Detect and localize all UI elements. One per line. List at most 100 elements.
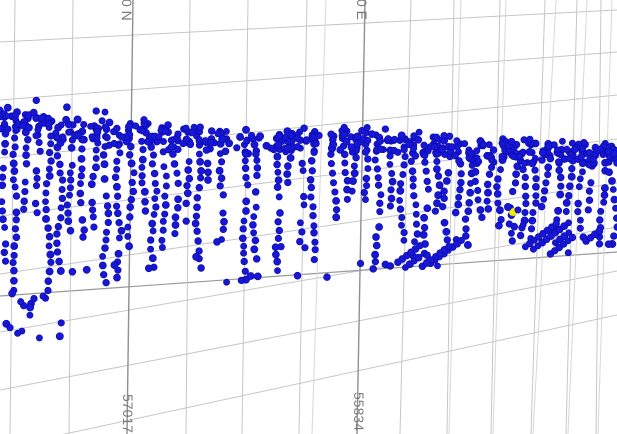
point[interactable] — [562, 198, 571, 207]
point[interactable] — [509, 187, 517, 196]
point[interactable] — [68, 161, 76, 169]
point[interactable] — [411, 152, 420, 160]
point[interactable] — [213, 238, 221, 246]
point[interactable] — [57, 319, 65, 327]
point[interactable] — [127, 159, 136, 168]
point[interactable] — [238, 234, 247, 243]
point[interactable] — [148, 160, 156, 168]
point[interactable] — [45, 172, 54, 180]
point[interactable] — [311, 246, 319, 254]
point[interactable] — [33, 174, 41, 182]
point[interactable] — [32, 182, 41, 190]
point[interactable] — [141, 197, 149, 206]
point[interactable] — [453, 137, 461, 145]
point[interactable] — [497, 166, 504, 174]
point[interactable] — [613, 214, 617, 222]
point[interactable] — [193, 203, 201, 212]
point[interactable] — [414, 253, 423, 262]
point[interactable] — [608, 177, 616, 185]
point[interactable] — [433, 165, 441, 173]
point[interactable] — [463, 241, 472, 249]
point[interactable] — [455, 157, 463, 165]
point[interactable] — [274, 234, 283, 243]
point[interactable] — [253, 171, 261, 180]
point[interactable] — [274, 267, 281, 274]
point[interactable] — [494, 175, 502, 183]
point[interactable] — [435, 181, 444, 190]
point[interactable] — [237, 276, 246, 285]
point[interactable] — [0, 164, 7, 172]
point[interactable] — [127, 142, 135, 151]
point[interactable] — [53, 248, 62, 256]
point[interactable] — [144, 137, 152, 146]
point[interactable] — [307, 156, 316, 165]
point[interactable] — [215, 166, 224, 175]
point[interactable] — [540, 187, 549, 195]
point[interactable] — [531, 166, 539, 174]
point[interactable] — [151, 195, 159, 203]
point[interactable] — [104, 218, 112, 227]
point[interactable] — [479, 141, 488, 149]
point[interactable] — [400, 161, 408, 169]
point[interactable] — [128, 178, 136, 187]
point[interactable] — [10, 242, 19, 251]
point[interactable] — [301, 244, 309, 252]
point[interactable] — [471, 168, 480, 176]
point[interactable] — [609, 186, 617, 193]
point[interactable] — [11, 225, 20, 233]
point[interactable] — [595, 227, 604, 236]
point[interactable] — [542, 179, 550, 187]
point[interactable] — [10, 266, 18, 275]
point[interactable] — [511, 179, 520, 187]
point[interactable] — [3, 103, 12, 112]
point[interactable] — [498, 152, 506, 161]
point[interactable] — [247, 131, 256, 140]
point[interactable] — [412, 210, 420, 218]
point[interactable] — [149, 227, 157, 235]
point[interactable] — [138, 179, 146, 187]
point[interactable] — [296, 237, 304, 246]
point[interactable] — [400, 146, 408, 154]
point[interactable] — [174, 130, 182, 138]
point[interactable] — [387, 194, 396, 203]
point[interactable] — [440, 187, 448, 195]
point[interactable] — [411, 238, 418, 246]
point[interactable] — [307, 183, 315, 192]
point[interactable] — [76, 189, 85, 198]
point[interactable] — [544, 171, 552, 179]
point[interactable] — [64, 209, 72, 217]
point[interactable] — [274, 141, 283, 149]
point[interactable] — [207, 127, 216, 135]
drillhole-points[interactable] — [0, 96, 617, 342]
point[interactable] — [55, 257, 63, 266]
point[interactable] — [442, 177, 451, 185]
point[interactable] — [192, 212, 201, 220]
point[interactable] — [90, 223, 98, 231]
point[interactable] — [45, 148, 54, 157]
point[interactable] — [113, 192, 122, 200]
point[interactable] — [566, 182, 574, 191]
point[interactable] — [604, 240, 613, 249]
point[interactable] — [309, 203, 317, 211]
point[interactable] — [155, 133, 163, 141]
point[interactable] — [57, 121, 65, 129]
point[interactable] — [98, 117, 106, 125]
point[interactable] — [600, 184, 609, 193]
point[interactable] — [242, 207, 250, 215]
point[interactable] — [12, 192, 21, 200]
point[interactable] — [216, 182, 224, 190]
point[interactable] — [115, 234, 123, 242]
point[interactable] — [565, 154, 573, 163]
point[interactable] — [219, 191, 227, 199]
point[interactable] — [167, 136, 175, 144]
point[interactable] — [565, 219, 573, 227]
point[interactable] — [22, 144, 30, 152]
point[interactable] — [484, 188, 492, 197]
point[interactable] — [78, 165, 86, 173]
point[interactable] — [330, 141, 338, 149]
point[interactable] — [223, 278, 231, 286]
point[interactable] — [242, 173, 250, 182]
point[interactable] — [252, 150, 260, 158]
point[interactable] — [400, 228, 408, 237]
point[interactable] — [246, 272, 255, 280]
